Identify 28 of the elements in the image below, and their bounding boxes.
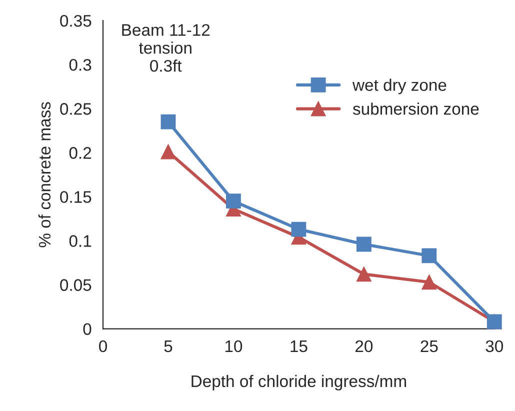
x-tick-label: 25 xyxy=(420,340,438,352)
y-tick-label: 0.3 xyxy=(69,58,92,71)
point xyxy=(356,266,372,282)
annotation: Beam 11-12 tension 0.3ft xyxy=(122,24,210,72)
point xyxy=(356,236,372,252)
y-tick-label: 0.2 xyxy=(69,147,92,159)
point xyxy=(422,248,437,264)
x-tick-label: 30 xyxy=(486,340,504,352)
legend-label: submersion zone xyxy=(352,102,479,115)
point xyxy=(160,114,176,130)
x-tick-label: 0 xyxy=(99,340,107,352)
point xyxy=(160,144,176,160)
y-tick-label: 0.35 xyxy=(60,14,92,27)
y-axis-title: % of concrete mass xyxy=(38,102,51,248)
y-tick-label: 0.25 xyxy=(60,103,92,115)
x-tick-label: 10 xyxy=(225,340,242,352)
x-tick-label: 15 xyxy=(290,340,308,352)
legend-label: wet dry zone xyxy=(352,78,446,94)
x-tick-label: 5 xyxy=(164,340,172,352)
point xyxy=(422,274,437,290)
point xyxy=(291,222,306,237)
y-tick-label: 0.1 xyxy=(69,235,92,247)
y-tick-label: 0.15 xyxy=(60,191,92,203)
y-tick-label: 0.05 xyxy=(60,279,92,291)
x-tick-label: 20 xyxy=(356,340,373,352)
y-tick-label: 0 xyxy=(83,323,92,336)
x-axis-title: Depth of chloride ingress/mm xyxy=(192,374,406,390)
point xyxy=(226,194,241,209)
